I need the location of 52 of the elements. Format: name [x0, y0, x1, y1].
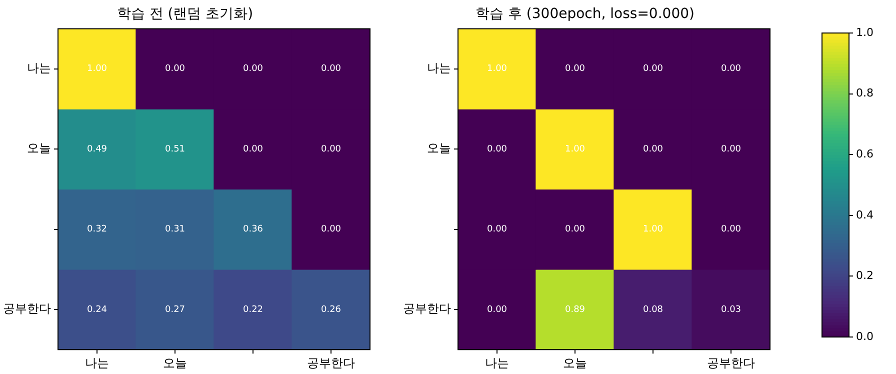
data-label: 0.00 — [720, 224, 742, 235]
color-bar-label: 0.8 — [856, 86, 874, 100]
data-label: 0.00 — [642, 64, 664, 74]
chart-title: 학습 후 (300epoch, loss=0.000) — [476, 6, 694, 22]
data-label: 0.00 — [320, 64, 342, 74]
data-label: 0.36 — [242, 224, 264, 235]
data-label: 0.00 — [486, 304, 508, 315]
data-label: 0.89 — [564, 304, 586, 315]
chart-title: 학습 전 (랜덤 초기화) — [116, 6, 254, 22]
data-label: 0.08 — [642, 304, 664, 315]
data-label: 0.00 — [164, 64, 186, 74]
data-label: 1.00 — [86, 64, 108, 74]
x-tick-label: 공부한다 — [307, 356, 355, 370]
data-label: 0.31 — [164, 224, 186, 235]
y-tick-label: 공부한다 — [403, 302, 451, 316]
data-label: 0.00 — [242, 144, 264, 154]
data-label: 0.51 — [164, 144, 186, 154]
color-bar-label: 0.2 — [856, 269, 874, 282]
data-label: 1.00 — [642, 224, 664, 235]
x-tick-label: 오늘 — [163, 356, 187, 370]
color-bar-label: 0.0 — [856, 330, 874, 343]
data-label: 1.00 — [564, 144, 586, 154]
data-label: 0.27 — [164, 304, 186, 315]
color-bar-label: 0.6 — [856, 147, 874, 160]
y-tick-label: 오늘 — [427, 141, 451, 156]
color-bar-label: 0.4 — [856, 208, 874, 222]
x-tick-label: 나는 — [85, 356, 109, 370]
data-label: 0.00 — [320, 224, 342, 235]
y-tick-label: 오늘 — [27, 141, 51, 156]
data-label: 0.26 — [320, 304, 342, 315]
y-tick-label: 공부한다 — [3, 302, 51, 316]
data-label: 0.00 — [486, 144, 508, 154]
data-label: 0.22 — [242, 304, 264, 315]
y-tick-label: 나는 — [27, 61, 51, 76]
data-label: 0.00 — [486, 224, 508, 235]
x-tick-label: 공부한다 — [707, 356, 755, 370]
data-label: 0.32 — [86, 224, 108, 235]
data-label: 0.00 — [242, 64, 264, 74]
data-label: 0.00 — [564, 64, 586, 74]
data-label: 0.00 — [720, 64, 742, 74]
data-label: 0.24 — [86, 304, 108, 315]
data-label: 0.00 — [320, 144, 342, 154]
data-label: 0.00 — [720, 144, 742, 154]
data-label: 0.49 — [86, 144, 108, 154]
y-tick-label: 나는 — [427, 61, 451, 76]
data-label: 0.00 — [642, 144, 664, 154]
data-label: 0.00 — [564, 224, 586, 235]
x-tick-label: 오늘 — [563, 356, 587, 370]
data-label: 0.03 — [720, 304, 742, 315]
x-tick-label: 나는 — [485, 356, 509, 370]
data-label: 1.00 — [486, 64, 508, 74]
color-bar-label: 1.0 — [856, 26, 874, 39]
